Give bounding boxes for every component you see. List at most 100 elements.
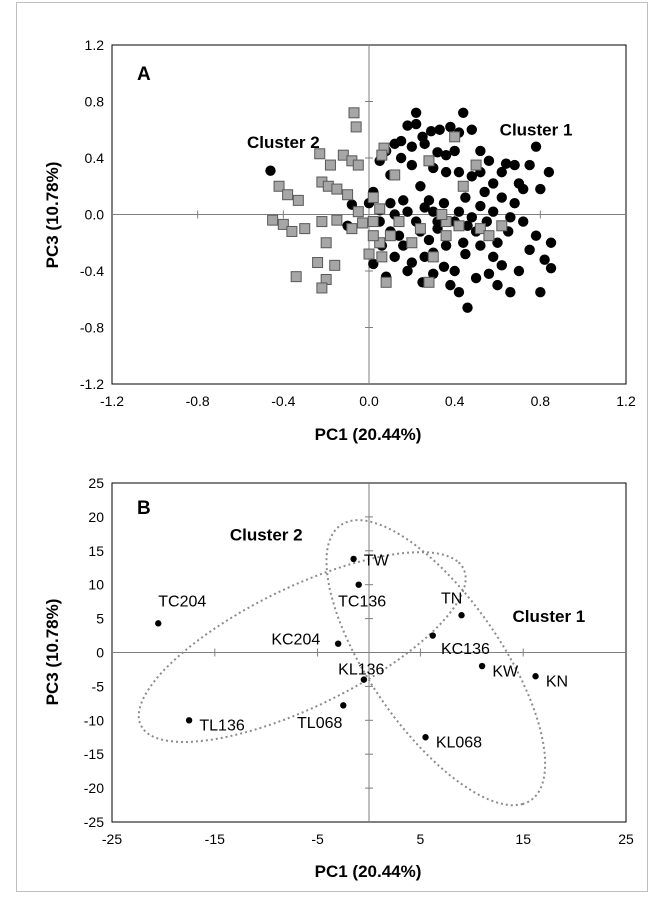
panel-a-point-circle <box>406 159 418 171</box>
panel-a-point-circle <box>395 152 407 164</box>
panel-b-y-axis-title: PC3 (10.78%) <box>43 599 62 706</box>
a-x-tick-label: 0.4 <box>445 393 465 409</box>
panel-a-point-circle <box>417 131 428 143</box>
panel-a-point-square <box>380 276 392 288</box>
panel-a-zero-axes <box>112 45 626 384</box>
panel-a-point-square <box>474 223 486 235</box>
panel-a-point-circle <box>530 141 542 152</box>
panel-b-point-tl136 <box>185 717 193 724</box>
panel-a-point-circle <box>402 206 413 217</box>
a-y-tick-label: -0.4 <box>80 263 104 279</box>
panel-a-point-circle <box>440 149 452 161</box>
panel-a-point-circle <box>406 141 418 152</box>
panel-a-point-circle <box>423 234 435 246</box>
panel-a-point-square <box>436 209 448 220</box>
panel-b-point-label-tc204: TC204 <box>158 594 206 611</box>
panel-b-point-label-kn: KN <box>546 674 568 691</box>
panel-a-point-square <box>483 230 495 242</box>
panel-b-point-label-kc136: KC136 <box>441 641 490 658</box>
panel-a-point-square <box>376 149 388 161</box>
panel-a-point-circle <box>470 272 482 284</box>
panel-a-point-square <box>449 131 461 143</box>
a-x-tick-label: -0.4 <box>271 393 295 409</box>
panel-a-point-square <box>376 251 388 263</box>
panel-a-point-square <box>290 271 302 283</box>
panel-b-cluster-ellipse-1 <box>137 551 467 743</box>
panel-a-point-square <box>324 159 336 171</box>
panel-a-point-square <box>427 251 439 263</box>
b-y-tick-label: 25 <box>88 475 104 491</box>
panel-a-point-circle <box>438 198 450 209</box>
panel-b-point-label-tc136: TC136 <box>338 594 386 611</box>
panel-a-point-square <box>470 159 482 171</box>
panel-a-y-tick-labels: 1.2 0.8 0.4 0.0 -0.4 -0.8 -1.2 <box>80 37 104 392</box>
panel-a-y-axis-title: PC3 (10.78%) <box>43 162 62 269</box>
panel-a-point-circle <box>389 138 400 150</box>
panel-a-annotation-cluster-1: Cluster 1 <box>500 120 573 139</box>
panel-a-point-circle <box>488 178 499 189</box>
panel-a-point-square <box>282 189 294 201</box>
panel-b-x-tick-labels: -25 -15 -5 5 15 25 <box>102 831 634 847</box>
b-y-tick-label: 10 <box>88 577 104 593</box>
panel-b-point-label-kw: KW <box>492 663 519 680</box>
panel-b-point-tl068 <box>340 702 347 709</box>
b-y-tick-label: -10 <box>84 712 104 728</box>
panel-a-point-circle <box>449 145 460 157</box>
panel-a-point-square <box>331 183 343 195</box>
panel-a-point-circle <box>483 268 495 280</box>
panel-b-point-tc204 <box>155 620 162 627</box>
b-x-tick-label: 25 <box>618 831 634 847</box>
panel-b-point-label-kc204: KC204 <box>271 632 320 649</box>
panel-a-point-circle <box>509 159 520 171</box>
panel-a-point-square <box>367 216 379 228</box>
panel-b-annotation-cluster-2: Cluster 2 <box>230 526 303 545</box>
panel-a-point-circle <box>458 107 469 119</box>
panel-a-point-square <box>374 203 386 215</box>
panel-a-x-axis-title: PC1 (20.44%) <box>315 425 422 444</box>
panel-a-point-square <box>367 192 379 204</box>
panel-a-point-square <box>367 230 379 242</box>
panel-a-x-tick-labels: -1.2 -0.8 -0.4 0.0 0.4 0.8 1.2 <box>100 393 636 409</box>
panel-b-point-kc204 <box>334 640 342 647</box>
panel-a-point-circle <box>402 265 413 277</box>
panel-a-point-circle <box>543 166 555 178</box>
panel-b-point-tn <box>458 612 465 619</box>
panel-a-point-square <box>352 159 364 171</box>
panel-a-point-square <box>337 149 349 161</box>
panel-a-point-square <box>267 214 279 226</box>
panel-a-point-circle <box>488 251 499 263</box>
panel-a-point-square <box>286 225 298 237</box>
panel-b-point-kl068 <box>422 734 429 741</box>
a-y-tick-label: 0.8 <box>85 94 105 110</box>
panel-a-point-square <box>331 214 343 226</box>
panel-a-point-square <box>329 259 341 271</box>
panel-a-point-square <box>316 282 328 294</box>
panel-b-point-tw <box>350 555 357 563</box>
b-x-tick-label: -25 <box>102 831 122 847</box>
panel-a-point-circle <box>440 166 452 178</box>
panel-a-point-circle <box>492 279 503 291</box>
panel-a-point-circle <box>500 158 512 169</box>
panel-a-point-circle <box>524 159 535 171</box>
panel-a-point-circle <box>496 260 507 271</box>
panel-b-point-label-tl068: TL068 <box>297 715 342 732</box>
panel-a-point-circle <box>539 254 550 265</box>
panel-b-point-kn <box>532 673 539 680</box>
panel-a-point-square <box>406 237 418 249</box>
panel-a-point-circle <box>438 261 450 272</box>
b-x-tick-label: -15 <box>205 831 225 847</box>
b-y-tick-label: 5 <box>96 611 104 627</box>
panel-a-point-square <box>457 180 469 192</box>
panel-a-point-circle <box>265 165 276 176</box>
panel-a-point-circle <box>462 302 473 313</box>
panel-a-point-circle <box>496 192 507 203</box>
panel-a-point-circle <box>434 124 445 135</box>
panel-a-point-square <box>342 189 354 201</box>
panel-a-point-circle <box>460 192 471 203</box>
a-x-tick-label: 1.2 <box>616 393 636 409</box>
panel-a-point-circle <box>483 155 495 167</box>
panel-b-cluster-ellipses <box>137 519 547 807</box>
panel-a-point-square <box>320 237 332 249</box>
panel-b-y-tick-labels: 25 20 15 10 5 0 -5 -10 -15 -20 -25 <box>84 475 104 830</box>
panel-a-point-circle <box>398 195 409 206</box>
